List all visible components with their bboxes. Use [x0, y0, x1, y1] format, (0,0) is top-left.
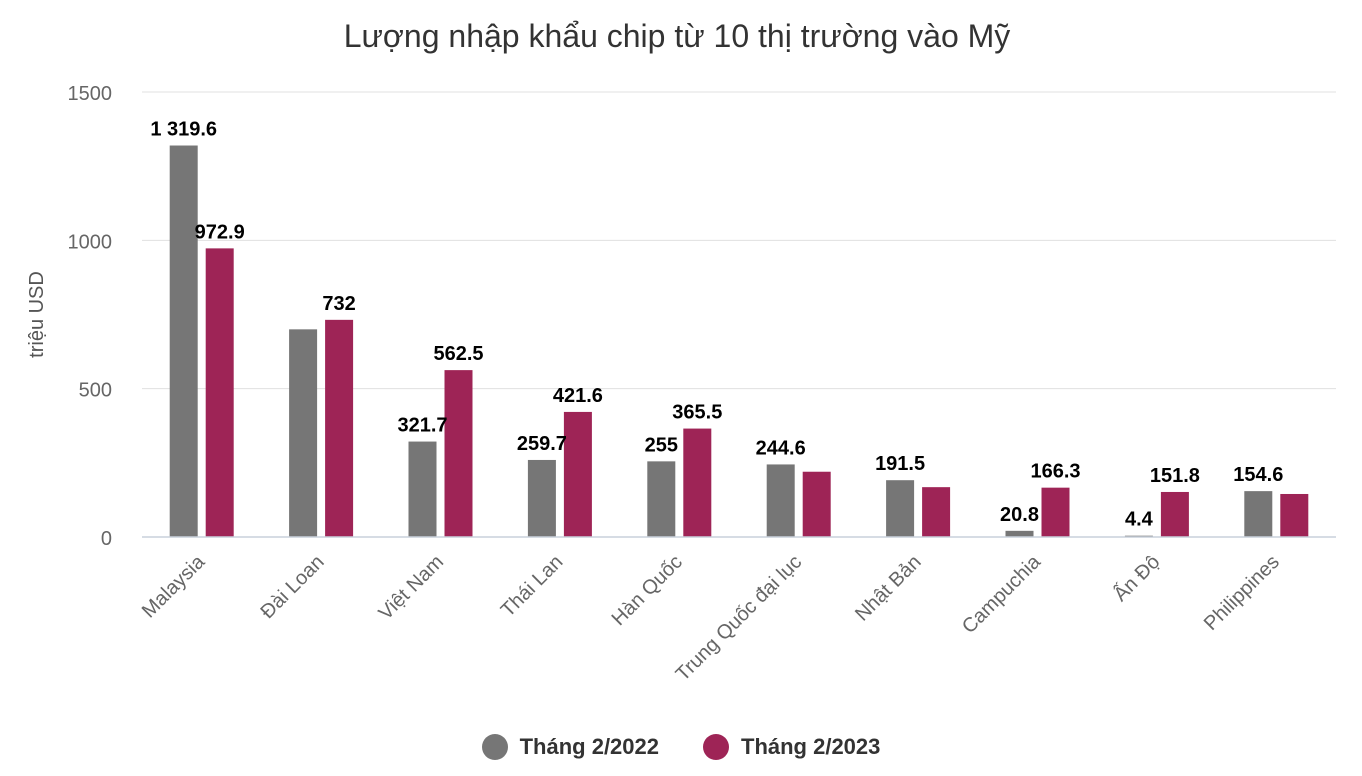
data-label: 191.5 [875, 453, 925, 475]
x-tick-label: Việt Nam [375, 551, 448, 624]
data-label: 20.8 [1000, 504, 1039, 526]
x-tick-label: Thái Lan [497, 551, 568, 622]
data-label: 972.9 [195, 221, 245, 243]
bar-2023 [444, 370, 473, 537]
bar-2023 [563, 411, 592, 537]
x-tick-label: Malaysia [138, 550, 210, 622]
bar-2022 [169, 145, 198, 537]
bar-2022 [527, 459, 556, 537]
bar-2022 [1244, 491, 1273, 537]
bar-2023 [325, 319, 354, 537]
x-tick-label: Nhật Bản [851, 551, 926, 626]
legend-swatch-2023 [703, 734, 729, 760]
data-label: 1 319.6 [150, 119, 217, 141]
legend-swatch-2022 [481, 734, 508, 760]
bar-2023 [1041, 487, 1070, 537]
data-label: 321.7 [397, 415, 447, 437]
x-tick-label: Đài Loan [256, 551, 328, 623]
data-label: 732 [322, 293, 355, 315]
data-label: 259.7 [517, 433, 567, 455]
y-axis-title: triệu USD [26, 271, 48, 358]
bar-2022 [408, 441, 437, 537]
legend-item-2022[interactable]: Tháng 2/2022 [481, 734, 659, 760]
data-label: 244.6 [756, 437, 806, 459]
bar-2023 [205, 248, 234, 538]
x-tick-label: Campuchia [958, 550, 1046, 638]
data-label: 166.3 [1030, 461, 1080, 483]
data-label: 151.8 [1150, 465, 1200, 487]
bar-2023 [683, 428, 712, 537]
legend-item-2023[interactable]: Tháng 2/2023 [703, 734, 880, 760]
bar-2023 [922, 487, 951, 537]
data-label: 421.6 [553, 385, 603, 407]
y-tick-label: 500 [79, 380, 112, 402]
bar-2023 [1160, 491, 1189, 537]
data-label: 255 [645, 434, 678, 456]
x-tick-label: Ấn Độ [1109, 550, 1165, 606]
bar-2022 [766, 464, 795, 537]
bar-2022 [886, 480, 915, 537]
bar-2023 [1280, 493, 1309, 537]
data-label: 154.6 [1233, 464, 1283, 486]
x-tick-label: Philippines [1200, 551, 1284, 635]
bar-2023 [802, 471, 831, 537]
y-tick-label: 0 [101, 528, 112, 550]
legend-label-2023: Tháng 2/2023 [741, 734, 881, 759]
chart-title: Lượng nhập khẩu chip từ 10 thị trường và… [343, 18, 1011, 54]
y-tick-label: 1500 [68, 83, 113, 105]
data-label: 365.5 [672, 402, 722, 424]
y-tick-label: 1000 [68, 231, 113, 253]
legend-label-2022: Tháng 2/2022 [519, 734, 659, 759]
bar-2022 [289, 329, 318, 537]
data-label: 4.4 [1125, 509, 1154, 531]
x-tick-label: Trung Quốc đại lục [672, 551, 807, 686]
data-label: 562.5 [433, 343, 483, 365]
x-tick-label: Hàn Quốc [608, 551, 687, 630]
bar-2022 [647, 461, 676, 537]
bar-2022 [1005, 530, 1034, 537]
chart-legend: Tháng 2/2022 Tháng 2/2023 [0, 734, 1362, 760]
